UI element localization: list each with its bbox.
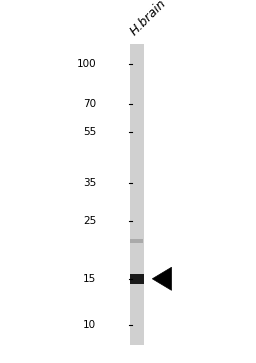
Text: 70: 70	[83, 99, 96, 109]
Text: 10: 10	[83, 320, 96, 330]
Text: 55: 55	[83, 127, 96, 136]
Text: 15: 15	[83, 274, 96, 284]
FancyBboxPatch shape	[131, 239, 144, 243]
FancyBboxPatch shape	[130, 274, 144, 284]
Text: 25: 25	[83, 216, 96, 226]
Text: 100: 100	[76, 59, 96, 69]
Polygon shape	[152, 267, 172, 290]
Text: H.brain: H.brain	[128, 0, 169, 38]
Text: 35: 35	[83, 178, 96, 188]
FancyBboxPatch shape	[130, 44, 144, 345]
